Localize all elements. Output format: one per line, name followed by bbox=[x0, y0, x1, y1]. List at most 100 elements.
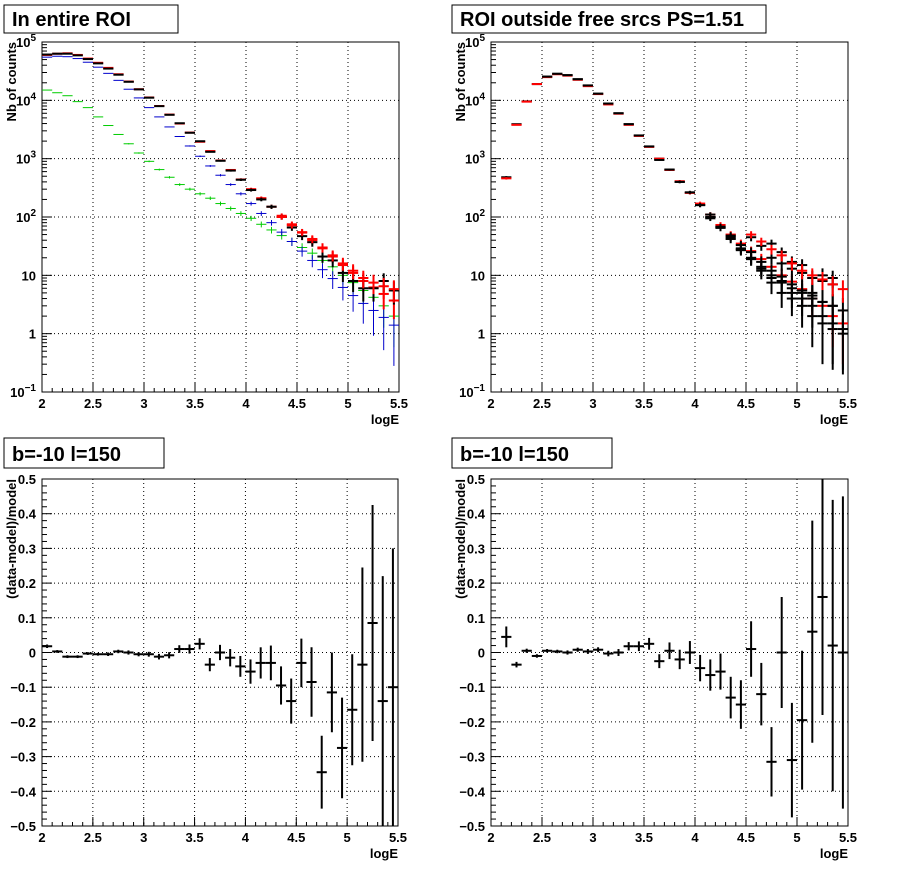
data-point bbox=[336, 697, 348, 799]
data-point bbox=[317, 251, 328, 263]
data-point bbox=[205, 165, 216, 167]
data-point bbox=[265, 645, 276, 681]
y-tick-label: 104 bbox=[16, 91, 36, 108]
data-point bbox=[337, 278, 348, 301]
data-point bbox=[306, 647, 317, 717]
data-point bbox=[725, 676, 736, 719]
data-point bbox=[256, 221, 267, 228]
data-point bbox=[154, 168, 165, 171]
data-point bbox=[786, 279, 797, 302]
data-point bbox=[184, 644, 195, 654]
data-point bbox=[164, 652, 175, 659]
x-tick-label: 2.5 bbox=[84, 396, 102, 411]
data-point bbox=[153, 653, 165, 660]
data-point bbox=[266, 226, 277, 234]
data-point bbox=[582, 649, 593, 654]
data-point bbox=[387, 548, 398, 826]
data-point bbox=[817, 479, 828, 715]
data-point bbox=[735, 680, 746, 729]
y-axis-label: (data-model)/model bbox=[4, 479, 19, 599]
data-point bbox=[286, 237, 297, 246]
data-point bbox=[276, 228, 287, 236]
x-tick-label: 3.5 bbox=[186, 396, 204, 411]
y-tick-label: 103 bbox=[16, 150, 36, 167]
y-tick-label: 0.4 bbox=[18, 507, 37, 522]
data-point bbox=[123, 650, 134, 655]
data-point bbox=[776, 250, 787, 262]
chart-title: b=-10 l=150 bbox=[460, 444, 569, 466]
x-tick-label: 4 bbox=[691, 396, 699, 411]
data-point bbox=[623, 642, 634, 651]
series-1 bbox=[501, 479, 848, 818]
plot-area bbox=[490, 41, 849, 393]
y-tick-label: −0.3 bbox=[10, 750, 36, 765]
chart-panel-3: 2 2.5 3 3.5 4 4.5 5 5.5 −0.5 −0.4 −0.3 −0.2 −0.1 0 0.1… bbox=[3, 437, 407, 861]
data-point bbox=[501, 626, 512, 648]
x-axis-label: logE bbox=[370, 846, 398, 861]
data-point bbox=[603, 650, 614, 657]
chart-title-box bbox=[3, 437, 165, 469]
data-point bbox=[827, 294, 838, 328]
data-point bbox=[725, 232, 736, 240]
chart-panel-2: 2 2.5 3 3.5 4 4.5 5 5.5 10−1 1 10 102 103 104 105 logE N… bbox=[451, 4, 857, 427]
data-point bbox=[695, 654, 706, 682]
data-point bbox=[225, 649, 236, 667]
y-tick-label: 0.2 bbox=[467, 576, 485, 591]
x-tick-label: 2 bbox=[38, 396, 45, 411]
data-point bbox=[766, 252, 777, 265]
data-point bbox=[837, 496, 848, 809]
data-point bbox=[174, 183, 185, 186]
chart-title-box bbox=[451, 4, 767, 34]
data-point bbox=[72, 655, 83, 659]
data-point bbox=[766, 270, 777, 289]
data-point bbox=[235, 655, 246, 677]
data-point bbox=[164, 176, 175, 179]
data-point bbox=[377, 576, 388, 826]
data-point bbox=[633, 134, 644, 137]
y-tick-label: 10−1 bbox=[10, 383, 36, 400]
y-tick-label: 0.2 bbox=[18, 576, 36, 591]
y-tick-label: 0.5 bbox=[467, 472, 485, 487]
data-point bbox=[174, 135, 185, 138]
y-tick-label: 1 bbox=[29, 327, 36, 342]
data-point bbox=[348, 264, 359, 280]
y-tick-label: 105 bbox=[465, 33, 485, 50]
data-point bbox=[184, 145, 195, 147]
y-tick-label: 10 bbox=[471, 268, 485, 283]
data-point bbox=[654, 654, 665, 669]
y-tick-label: −0.5 bbox=[459, 819, 485, 834]
data-point bbox=[531, 654, 542, 658]
data-point bbox=[246, 215, 257, 222]
x-tick-label: 4.5 bbox=[737, 830, 755, 845]
plot-area bbox=[41, 41, 400, 393]
data-point bbox=[367, 505, 378, 741]
data-point bbox=[715, 223, 726, 231]
data-point bbox=[756, 662, 767, 726]
y-tick-label: 10−1 bbox=[459, 383, 485, 400]
series-2 bbox=[42, 55, 399, 366]
data-point bbox=[184, 187, 195, 191]
x-axis-label: logE bbox=[371, 412, 399, 427]
data-point bbox=[92, 652, 104, 656]
data-point bbox=[225, 169, 236, 172]
data-point bbox=[562, 650, 573, 655]
data-point bbox=[235, 211, 246, 216]
data-point bbox=[194, 638, 205, 650]
x-tick-label: 3 bbox=[140, 396, 147, 411]
y-tick-label: 102 bbox=[465, 208, 485, 225]
y-tick-label: 0.3 bbox=[18, 541, 36, 556]
data-point bbox=[317, 243, 328, 253]
data-point bbox=[368, 298, 379, 336]
x-tick-label: 4 bbox=[242, 396, 250, 411]
data-point bbox=[776, 596, 787, 709]
data-point bbox=[756, 262, 767, 277]
data-point bbox=[827, 276, 838, 297]
y-tick-label: 0.1 bbox=[18, 611, 36, 626]
data-point bbox=[246, 201, 257, 206]
x-tick-label: 5 bbox=[344, 830, 351, 845]
y-tick-label: −0.4 bbox=[459, 784, 485, 799]
data-point bbox=[235, 178, 246, 181]
y-tick-label: −0.1 bbox=[10, 680, 36, 695]
chart-title: In entire ROI bbox=[12, 9, 131, 31]
data-point bbox=[296, 638, 307, 688]
